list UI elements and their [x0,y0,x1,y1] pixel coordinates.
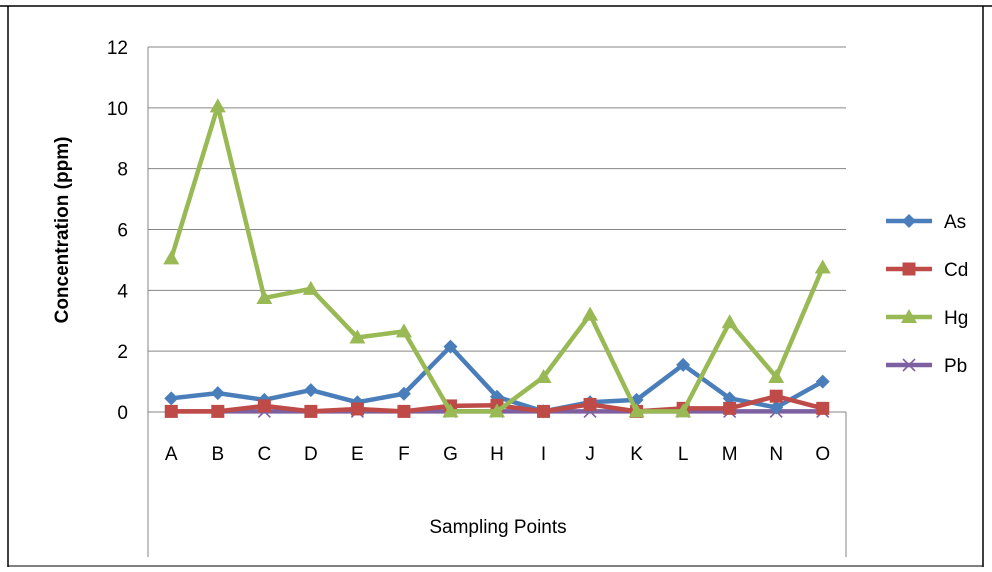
x-tick-label: O [815,444,830,465]
data-point-hg [256,289,273,304]
y-tick-label: 4 [117,281,128,302]
marker-stroke [902,358,916,372]
data-point-hg [768,369,785,384]
legend-marker-pb [902,358,916,372]
x-tick-label: N [769,444,783,465]
data-point-hg [628,403,645,418]
legend-label-cd: Cd [944,260,968,281]
data-point-hg [814,259,831,274]
data-point-cd [723,401,737,415]
data-point-as [303,383,318,398]
data-point-hg [489,403,505,418]
series-hg [163,98,831,418]
x-tick-label: G [443,444,458,465]
x-tick-label: F [398,444,410,465]
x-tick-label: C [257,444,271,465]
legend-marker-hg [901,309,917,323]
data-point-as [396,386,411,401]
data-point-cd [350,402,364,416]
data-point-hg [721,314,738,329]
data-point-cd [304,404,318,418]
data-point-cd [257,399,271,413]
series-line-hg [169,104,825,414]
legend-marker-as [902,214,916,228]
data-point-as [210,386,225,401]
data-point-cd [769,389,783,403]
legend-label-pb: Pb [944,356,967,377]
data-point-cd [164,404,178,418]
data-point-as [164,391,179,406]
x-tick-label: J [585,444,595,465]
data-point-hg [535,369,552,384]
data-point-hg [209,98,226,113]
x-tick-label: E [351,444,364,465]
data-point-hg [349,329,366,344]
x-axis-title: Sampling Points [429,517,566,538]
y-tick-label: 6 [117,221,128,242]
data-point-as [443,339,458,354]
legend-marker-cd [902,262,916,276]
x-tick-label: M [722,444,738,465]
data-point-hg [302,280,319,295]
y-tick-label: 10 [107,99,128,120]
data-point-as [769,400,784,415]
x-tick-label: I [541,444,546,465]
y-tick-label: 12 [107,38,128,59]
x-tick-label: D [304,444,318,465]
data-point-cd [816,401,830,415]
data-point-hg [442,403,459,418]
x-tick-label: H [490,444,504,465]
data-point-as [676,357,691,372]
x-tick-label: K [630,444,643,465]
data-point-cd [211,404,225,418]
data-point-cd [583,397,597,411]
data-point-as [815,374,830,389]
y-tick-label: 2 [117,342,128,363]
data-point-hg [163,250,180,265]
data-point-hg [395,323,412,338]
data-point-cd [397,404,411,418]
legend-item-pb: Pb [886,356,967,377]
legend-item-hg: Hg [886,308,968,329]
x-tick-label: A [165,444,178,465]
y-tick-label: 0 [117,403,128,424]
data-point-as [722,391,737,406]
legend-label-hg: Hg [944,308,968,329]
data-point-hg [582,306,599,321]
y-tick-label: 8 [117,160,128,181]
legend-label-as: As [944,212,966,233]
x-tick-label: B [211,444,224,465]
data-point-hg [675,403,692,418]
legend-item-as: As [886,212,966,233]
x-tick-label: L [678,444,689,465]
data-point-cd [537,404,551,418]
legend-item-cd: Cd [886,260,968,281]
y-axis-title: Concentration (ppm) [52,137,73,324]
